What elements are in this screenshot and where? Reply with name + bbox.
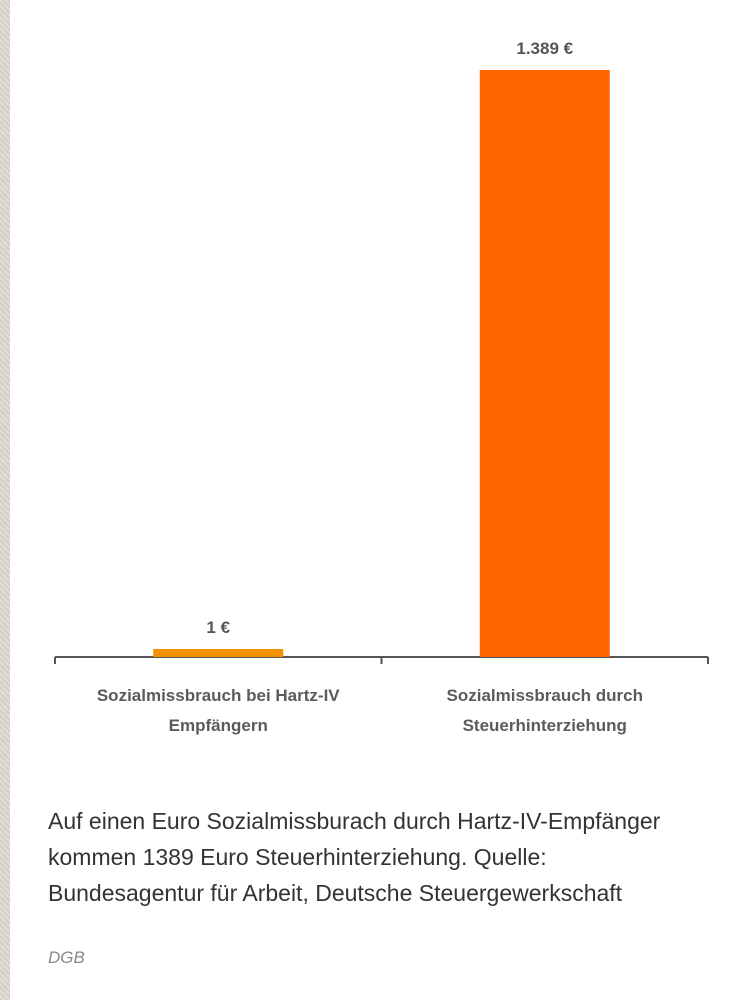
category-label: Sozialmissbrauch durch (447, 686, 644, 705)
page-border (0, 0, 10, 1000)
data-label: 1.389 € (516, 39, 573, 58)
bar-chart: 1 € Sozialmissbrauch bei Hartz-IV Empfänge… (54, 39, 709, 735)
bar (153, 649, 284, 657)
category-label: Steuerhinterziehung (463, 716, 627, 735)
bar (479, 70, 610, 657)
figure-caption: Auf einen Euro Sozialmissburach durch Ha… (48, 808, 661, 906)
article-figure: 1 € Sozialmissbrauch bei Hartz-IV Empfänge… (10, 0, 738, 1000)
category-label: Empfängern (169, 716, 268, 735)
figure-credit: DGB (48, 948, 85, 967)
category-label: Sozialmissbrauch bei Hartz-IV (97, 686, 340, 705)
data-label: 1 € (206, 618, 230, 637)
